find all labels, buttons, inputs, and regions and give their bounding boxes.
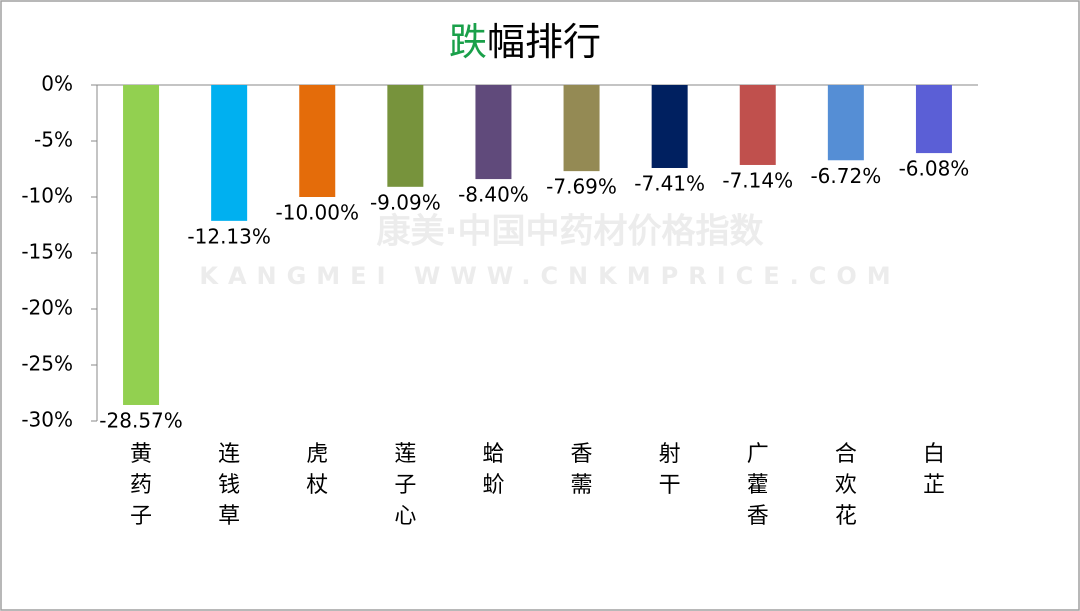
x-tick-label: 连钱草	[218, 442, 240, 529]
x-tick-label: 射干	[659, 442, 681, 498]
watermark: 康美·中国中药材价格指数	[377, 212, 764, 252]
y-tick-label: -10%	[21, 184, 73, 208]
bar	[739, 85, 776, 165]
value-label: -10.00%	[276, 201, 359, 225]
x-tick-label: 黄药子	[130, 442, 152, 529]
value-label: -7.14%	[722, 168, 793, 192]
bar	[475, 85, 512, 180]
y-tick-label: -5%	[34, 128, 73, 152]
bar	[387, 85, 424, 187]
bar	[563, 85, 600, 172]
value-label: -6.72%	[810, 164, 881, 188]
chart-title: 跌幅排行	[449, 20, 601, 64]
value-label: -8.40%	[458, 183, 529, 207]
value-label: -12.13%	[187, 224, 270, 248]
bar	[827, 85, 864, 161]
y-tick-label: -15%	[21, 240, 73, 264]
y-tick-label: -20%	[21, 296, 73, 320]
x-tick-label: 广藿香	[747, 442, 769, 529]
y-tick-label: -25%	[21, 352, 73, 376]
bar	[211, 85, 248, 221]
y-tick-label: -30%	[21, 408, 73, 432]
value-label: -28.57%	[99, 408, 182, 432]
value-label: -7.69%	[546, 175, 617, 199]
value-label: -9.09%	[370, 190, 441, 214]
watermark: KANGMEI WWW.CNKMPRICE.COM	[199, 262, 900, 290]
bar	[915, 85, 952, 154]
x-tick-label: 白芷	[923, 442, 945, 498]
x-tick-label: 蛤蚧	[482, 442, 504, 498]
x-tick-label: 虎杖	[306, 442, 328, 498]
x-tick-label: 香薷	[571, 442, 593, 498]
bar	[299, 85, 336, 197]
bar	[123, 85, 160, 405]
y-tick-label: 0%	[41, 72, 73, 96]
x-tick-label: 莲子心	[394, 442, 416, 529]
bar	[651, 85, 688, 168]
value-label: -7.41%	[634, 171, 705, 195]
x-tick-label: 合欢花	[835, 442, 857, 529]
value-label: -6.08%	[899, 157, 970, 181]
